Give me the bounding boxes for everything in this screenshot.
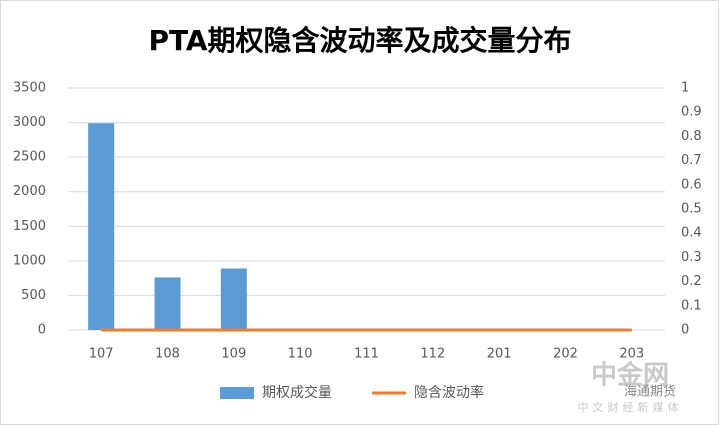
- bar: [88, 123, 115, 331]
- legend-swatch: [220, 387, 254, 399]
- x-tick-label: 110: [288, 347, 313, 362]
- watermark: 中文财经新媒体: [578, 400, 683, 414]
- y-tick-label: 2500: [13, 150, 46, 165]
- y2-tick-label: 0.5: [681, 202, 702, 217]
- y2-tick-label: 0.3: [681, 250, 702, 265]
- y2-tick-label: 0.7: [681, 153, 702, 168]
- bar: [220, 268, 247, 330]
- y-tick-label: 500: [21, 288, 46, 303]
- y-tick-label: 3500: [13, 81, 46, 96]
- y-tick-label: 1500: [13, 219, 46, 234]
- chart-title: PTA期权隐含波动率及成交量分布: [148, 24, 571, 57]
- y-tick-label: 3000: [13, 115, 46, 130]
- y2-tick-label: 1: [681, 81, 689, 96]
- y-tick-label: 2000: [13, 184, 46, 199]
- x-tick-label: 112: [420, 347, 445, 362]
- y2-tick-label: 0.1: [681, 298, 702, 313]
- watermark: 海通期货: [624, 384, 676, 400]
- x-tick-label: 111: [354, 347, 379, 362]
- bar: [154, 277, 181, 330]
- y2-tick-label: 0.6: [681, 177, 702, 192]
- x-tick-label: 202: [553, 347, 578, 362]
- y2-tick-label: 0: [681, 323, 689, 338]
- y2-tick-label: 0.4: [681, 226, 702, 241]
- watermark: 中金网: [591, 360, 669, 391]
- legend-label: 隐含波动率: [414, 384, 484, 401]
- x-tick-label: 108: [155, 347, 180, 362]
- legend-label: 期权成交量: [262, 384, 332, 401]
- y-tick-label: 1000: [13, 253, 46, 268]
- y2-tick-label: 0.8: [681, 129, 702, 144]
- y2-tick-label: 0.2: [681, 274, 702, 289]
- x-tick-label: 203: [619, 347, 644, 362]
- y2-tick-label: 0.9: [681, 105, 702, 120]
- x-tick-label: 201: [487, 347, 512, 362]
- y-tick-label: 0: [38, 323, 46, 338]
- x-tick-label: 107: [89, 347, 114, 362]
- x-tick-label: 109: [221, 347, 246, 362]
